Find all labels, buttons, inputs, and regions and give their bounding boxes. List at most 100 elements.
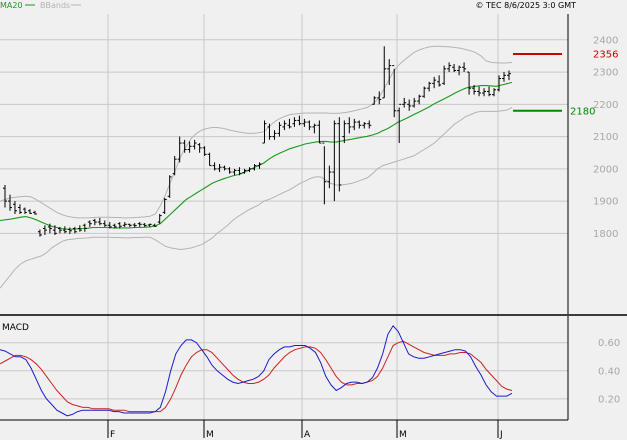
price-bar [437,75,442,87]
price-bar [82,223,87,232]
price-bar [197,143,202,153]
price-bar [297,115,302,126]
price-bar [67,227,72,234]
price-bar [202,146,207,156]
price-bar [97,217,102,226]
price-bar [417,94,422,105]
price-tick-label: 2000 [593,164,618,175]
price-bar [507,70,511,81]
price-bar [367,120,372,129]
price-bar [442,65,447,85]
price-bar [482,88,487,97]
chart-header: MA20 BBands © TEC 8/6/2025 3:0 GMT [0,1,576,10]
x-tick-label: M [206,430,214,440]
price-bar [277,122,282,137]
price-bar [247,167,252,173]
price-panel: 2400 2300 2200 2100 2000 1900 1800 2356 2180 [0,14,618,420]
price-bar [3,184,7,208]
price-bar [452,64,457,73]
price-bar [152,223,157,227]
bb-upper-line [0,45,513,219]
price-bar [317,120,322,144]
price-bar [47,223,52,234]
price-bar [457,65,462,76]
price-bar [42,225,47,235]
price-bar [62,226,67,234]
price-bar [267,123,272,140]
price-bar [242,168,247,174]
macd-panel: MACD 0.60 0.40 0.20 [0,316,620,420]
price-bar [12,201,17,214]
level-label-bg [568,104,594,117]
price-bar [472,84,477,95]
price-bar [102,220,107,227]
macd-line [0,324,513,417]
price-bar [112,223,117,229]
price-bar [252,164,257,171]
price-bar [387,59,392,85]
price-bar [282,120,287,131]
price-bar [107,222,112,229]
price-bar [422,86,427,98]
level-label-bg [591,48,617,60]
price-bar [462,62,467,73]
price-bar [397,103,402,144]
price-y-axis: 2400 2300 2200 2100 2000 1900 1800 [593,35,618,240]
price-bar [342,120,347,144]
chart-timestamp: © TEC 8/6/2025 3:0 GMT [476,1,577,10]
price-bar [192,139,197,150]
price-bar [327,165,332,189]
price-bar [167,175,172,198]
price-bar [447,62,452,73]
price-bar [177,136,182,163]
price-bar [162,197,167,214]
price-plot-area [0,14,568,314]
price-bar [27,209,32,214]
price-bar [407,99,412,111]
price-bar [467,71,472,95]
price-bar [347,117,352,134]
price-bar [172,155,177,176]
price-bar [57,226,62,234]
price-bar [287,118,292,129]
macd-tick-label: 0.40 [598,366,620,377]
macd-panel-title: MACD [2,323,29,333]
macd-tick-label: 0.20 [598,394,620,405]
price-bar [217,164,222,173]
price-bar [212,162,217,171]
price-tick-label: 2200 [593,100,618,111]
macd-signal-line [0,340,513,413]
price-bar [182,139,187,153]
price-bar [227,167,232,174]
price-bar [207,152,212,167]
price-bar [92,218,97,226]
macd-lines [0,324,513,417]
price-bar [487,86,492,97]
price-bar [232,168,237,176]
price-bar [402,97,407,108]
price-bar [477,86,482,97]
price-tick-label: 2400 [593,35,618,46]
price-bar [262,120,267,144]
macd-y-axis: 0.60 0.40 0.20 [598,338,620,405]
price-bar [497,75,502,92]
price-bar [22,207,27,214]
price-bar [237,167,242,176]
price-bar [147,223,152,227]
price-bar [502,72,507,82]
price-bar [7,194,12,211]
price-bar [222,165,227,171]
price-bar [142,223,147,227]
price-tick-label: 1900 [593,197,618,208]
price-bars [3,46,511,237]
level-label: 2180 [570,106,595,117]
price-levels: 2356 2180 [513,48,618,117]
bollinger-bands [0,45,513,289]
price-bar [377,91,382,105]
price-bar [357,120,362,129]
price-bar [137,222,142,227]
price-bar [332,120,337,202]
price-bar [157,214,162,224]
price-bar [77,225,82,232]
